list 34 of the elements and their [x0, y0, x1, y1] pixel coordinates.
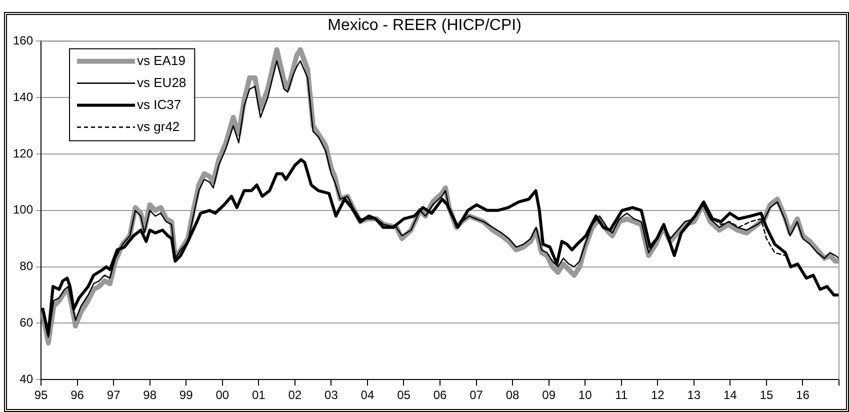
- x-tick-label: 99: [179, 388, 194, 402]
- x-tick-label: 12: [650, 388, 665, 402]
- y-tick-label: 160: [12, 34, 34, 48]
- x-tick-label: 13: [687, 388, 701, 402]
- y-tick-label: 60: [20, 316, 34, 330]
- x-tick-label: 10: [578, 388, 592, 402]
- y-tick-label: 100: [12, 202, 34, 217]
- x-tick-label: 03: [324, 388, 338, 402]
- x-tick-label: 06: [433, 388, 448, 402]
- x-tick-label: 98: [143, 388, 157, 402]
- x-tick-label: 08: [506, 388, 520, 402]
- y-tick-label: 40: [20, 372, 34, 386]
- x-tick-label: 14: [724, 388, 738, 402]
- legend-label: vs gr42: [137, 118, 180, 134]
- x-tick-label: 02: [288, 388, 302, 402]
- x-tick-label: 11: [615, 388, 628, 402]
- x-tick-label: 16: [796, 388, 810, 402]
- x-tick-label: 05: [397, 388, 411, 402]
- legend-label: vs EU28: [137, 74, 186, 90]
- x-tick-label: 04: [360, 388, 374, 402]
- y-tick-label: 80: [20, 259, 34, 274]
- chart-title: Mexico - REER (HICP/CPI): [328, 17, 522, 34]
- y-tick-label: 120: [12, 146, 34, 160]
- x-tick-label: 97: [106, 388, 121, 402]
- x-tick-label: 96: [70, 388, 84, 402]
- x-tick-label: 01: [252, 388, 266, 402]
- y-tick-label: 140: [12, 90, 34, 104]
- x-tick-label: 95: [34, 388, 48, 402]
- x-tick-label: 15: [760, 388, 774, 402]
- x-tick-label: 00: [216, 388, 230, 402]
- legend-label: vs IC37: [137, 96, 182, 112]
- x-tick-label: 09: [542, 388, 556, 402]
- legend-label: vs EA19: [137, 52, 186, 68]
- x-tick-label: 07: [470, 388, 484, 402]
